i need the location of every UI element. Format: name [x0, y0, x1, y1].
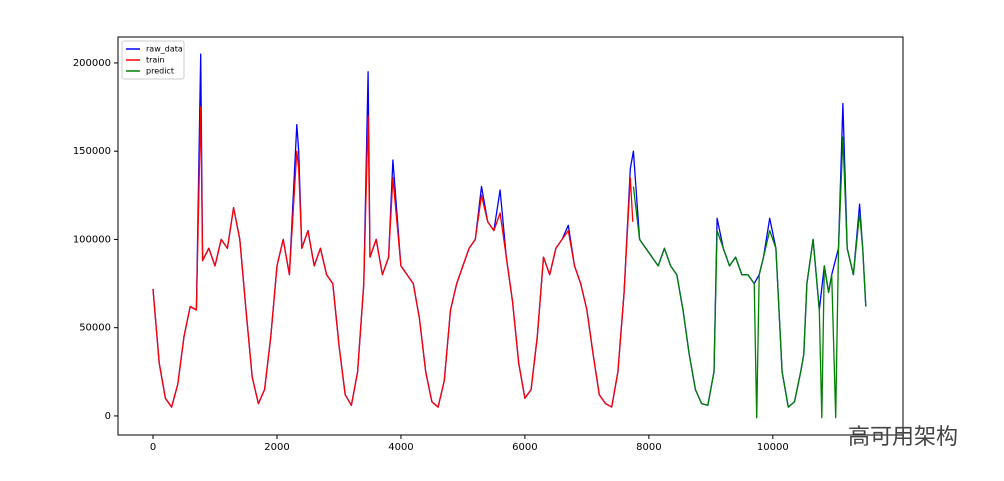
legend-label: train	[146, 56, 165, 65]
series-line	[632, 136, 867, 419]
plot-frame	[117, 36, 904, 436]
y-tick-label: 150000	[73, 146, 111, 157]
watermark: 高可用架构	[848, 424, 958, 449]
legend-label: raw_data	[146, 45, 183, 54]
x-tick-label: 2000	[264, 442, 289, 453]
x-tick-label: 6000	[512, 442, 537, 453]
legend-label: predict	[146, 67, 174, 76]
y-tick-label: 100000	[73, 234, 111, 245]
series-line	[152, 106, 634, 408]
x-tick-label: 0	[150, 442, 156, 453]
y-tick-label: 0	[105, 411, 111, 422]
y-tick-label: 50000	[79, 323, 111, 334]
legend-box	[121, 40, 185, 80]
series-line	[152, 53, 867, 408]
x-tick-label: 10000	[757, 442, 789, 453]
x-tick-label: 8000	[636, 442, 661, 453]
y-tick-label: 200000	[73, 58, 111, 69]
x-tick-label: 4000	[388, 442, 413, 453]
